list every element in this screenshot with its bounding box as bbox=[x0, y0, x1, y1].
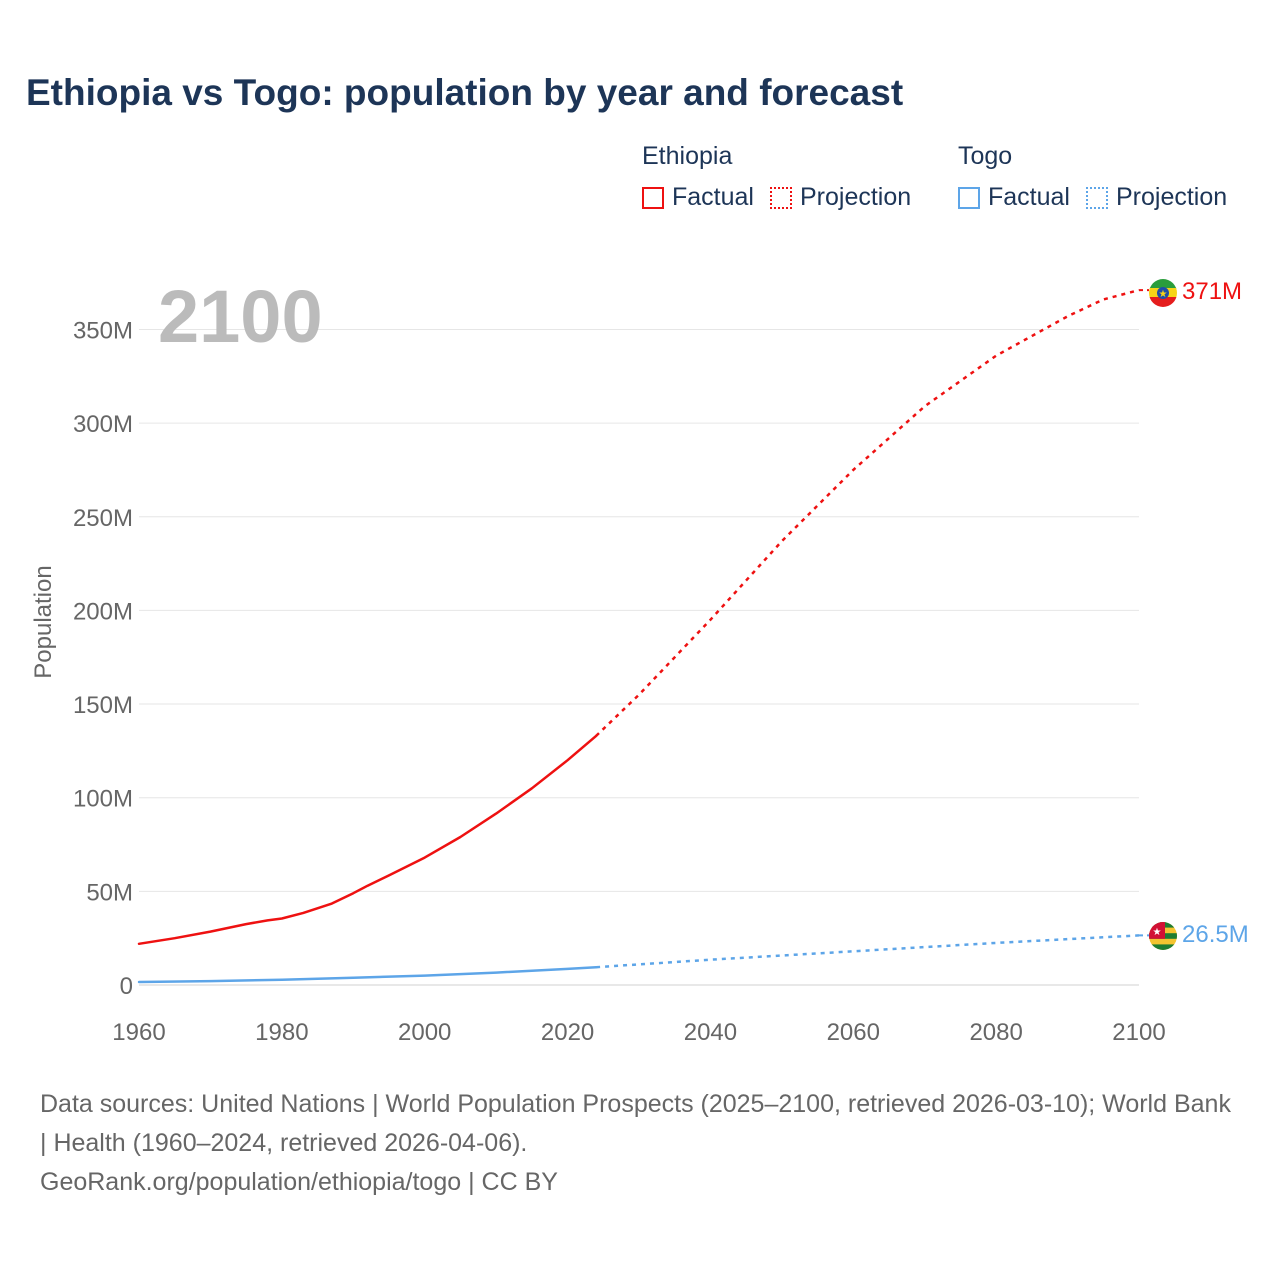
ethiopia-factual-line[interactable] bbox=[137, 734, 598, 946]
y-tick-label: 50M bbox=[86, 879, 133, 906]
legend-group-togo: Togo Factual Projection bbox=[958, 142, 1243, 212]
legend-swatch-dotted-icon bbox=[1085, 186, 1108, 209]
population-line-chart: 2100 Population 0 50M 100M 150M 200M 250M 300M… bbox=[30, 275, 1249, 1046]
legend-label: Factual bbox=[672, 183, 754, 211]
ethiopia-end-label: 371M bbox=[1182, 278, 1242, 305]
y-axis-label: Population bbox=[30, 565, 57, 678]
x-tick-label: 2040 bbox=[684, 1019, 737, 1046]
y-tick-label: 150M bbox=[73, 692, 133, 719]
svg-text:★: ★ bbox=[1153, 927, 1162, 938]
legend-swatch-solid-icon bbox=[642, 186, 664, 209]
togo-factual-line[interactable] bbox=[137, 965, 598, 984]
x-tick-label: 2000 bbox=[398, 1019, 451, 1046]
legend-ethiopia-projection[interactable]: Projection bbox=[769, 183, 912, 212]
togo-flag-icon: ★ bbox=[1149, 922, 1177, 950]
legend-label: Projection bbox=[1115, 183, 1228, 211]
y-tick-label: 250M bbox=[73, 505, 133, 532]
legend-togo-factual[interactable]: Factual bbox=[958, 183, 1070, 212]
chart-title: Ethiopia vs Togo: population by year and… bbox=[26, 72, 904, 113]
legend-togo-projection[interactable]: Projection bbox=[1085, 183, 1228, 212]
ethiopia-projection-line[interactable] bbox=[595, 288, 1140, 737]
legend-swatch-solid-icon bbox=[958, 186, 980, 209]
x-tick-label: 2100 bbox=[1112, 1019, 1165, 1046]
y-tick-label: 300M bbox=[73, 411, 133, 438]
x-tick-label: 1960 bbox=[112, 1019, 165, 1046]
attribution-link[interactable]: GeoRank.org/population/ethiopia/togo | C… bbox=[40, 1168, 558, 1196]
y-tick-label: 0 bbox=[120, 973, 133, 1000]
legend-country-togo: Togo bbox=[958, 142, 1013, 170]
y-tick-label: 350M bbox=[73, 317, 133, 344]
togo-end-label: 26.5M bbox=[1182, 921, 1249, 948]
svg-text:★: ★ bbox=[1159, 289, 1168, 300]
legend-group-ethiopia: Ethiopia Factual Projection bbox=[642, 142, 927, 212]
legend-ethiopia-factual[interactable]: Factual bbox=[642, 183, 754, 212]
legend-country-ethiopia: Ethiopia bbox=[642, 142, 733, 170]
data-sources-note: Data sources: United Nations | World Pop… bbox=[40, 1085, 1240, 1202]
x-tick-label: 2020 bbox=[541, 1019, 594, 1046]
legend-label: Projection bbox=[799, 183, 912, 211]
togo-projection-line[interactable] bbox=[596, 934, 1140, 969]
ethiopia-flag-icon: ★ bbox=[1149, 279, 1177, 307]
year-watermark: 2100 bbox=[158, 275, 323, 358]
sources-text: Data sources: United Nations | World Pop… bbox=[40, 1090, 1231, 1157]
x-tick-label: 2080 bbox=[969, 1019, 1022, 1046]
x-tick-label: 1980 bbox=[255, 1019, 308, 1046]
legend-label: Factual bbox=[988, 183, 1070, 211]
y-tick-label: 200M bbox=[73, 598, 133, 625]
legend-swatch-dotted-icon bbox=[769, 186, 792, 209]
y-tick-label: 100M bbox=[73, 786, 133, 813]
x-tick-label: 2060 bbox=[827, 1019, 880, 1046]
